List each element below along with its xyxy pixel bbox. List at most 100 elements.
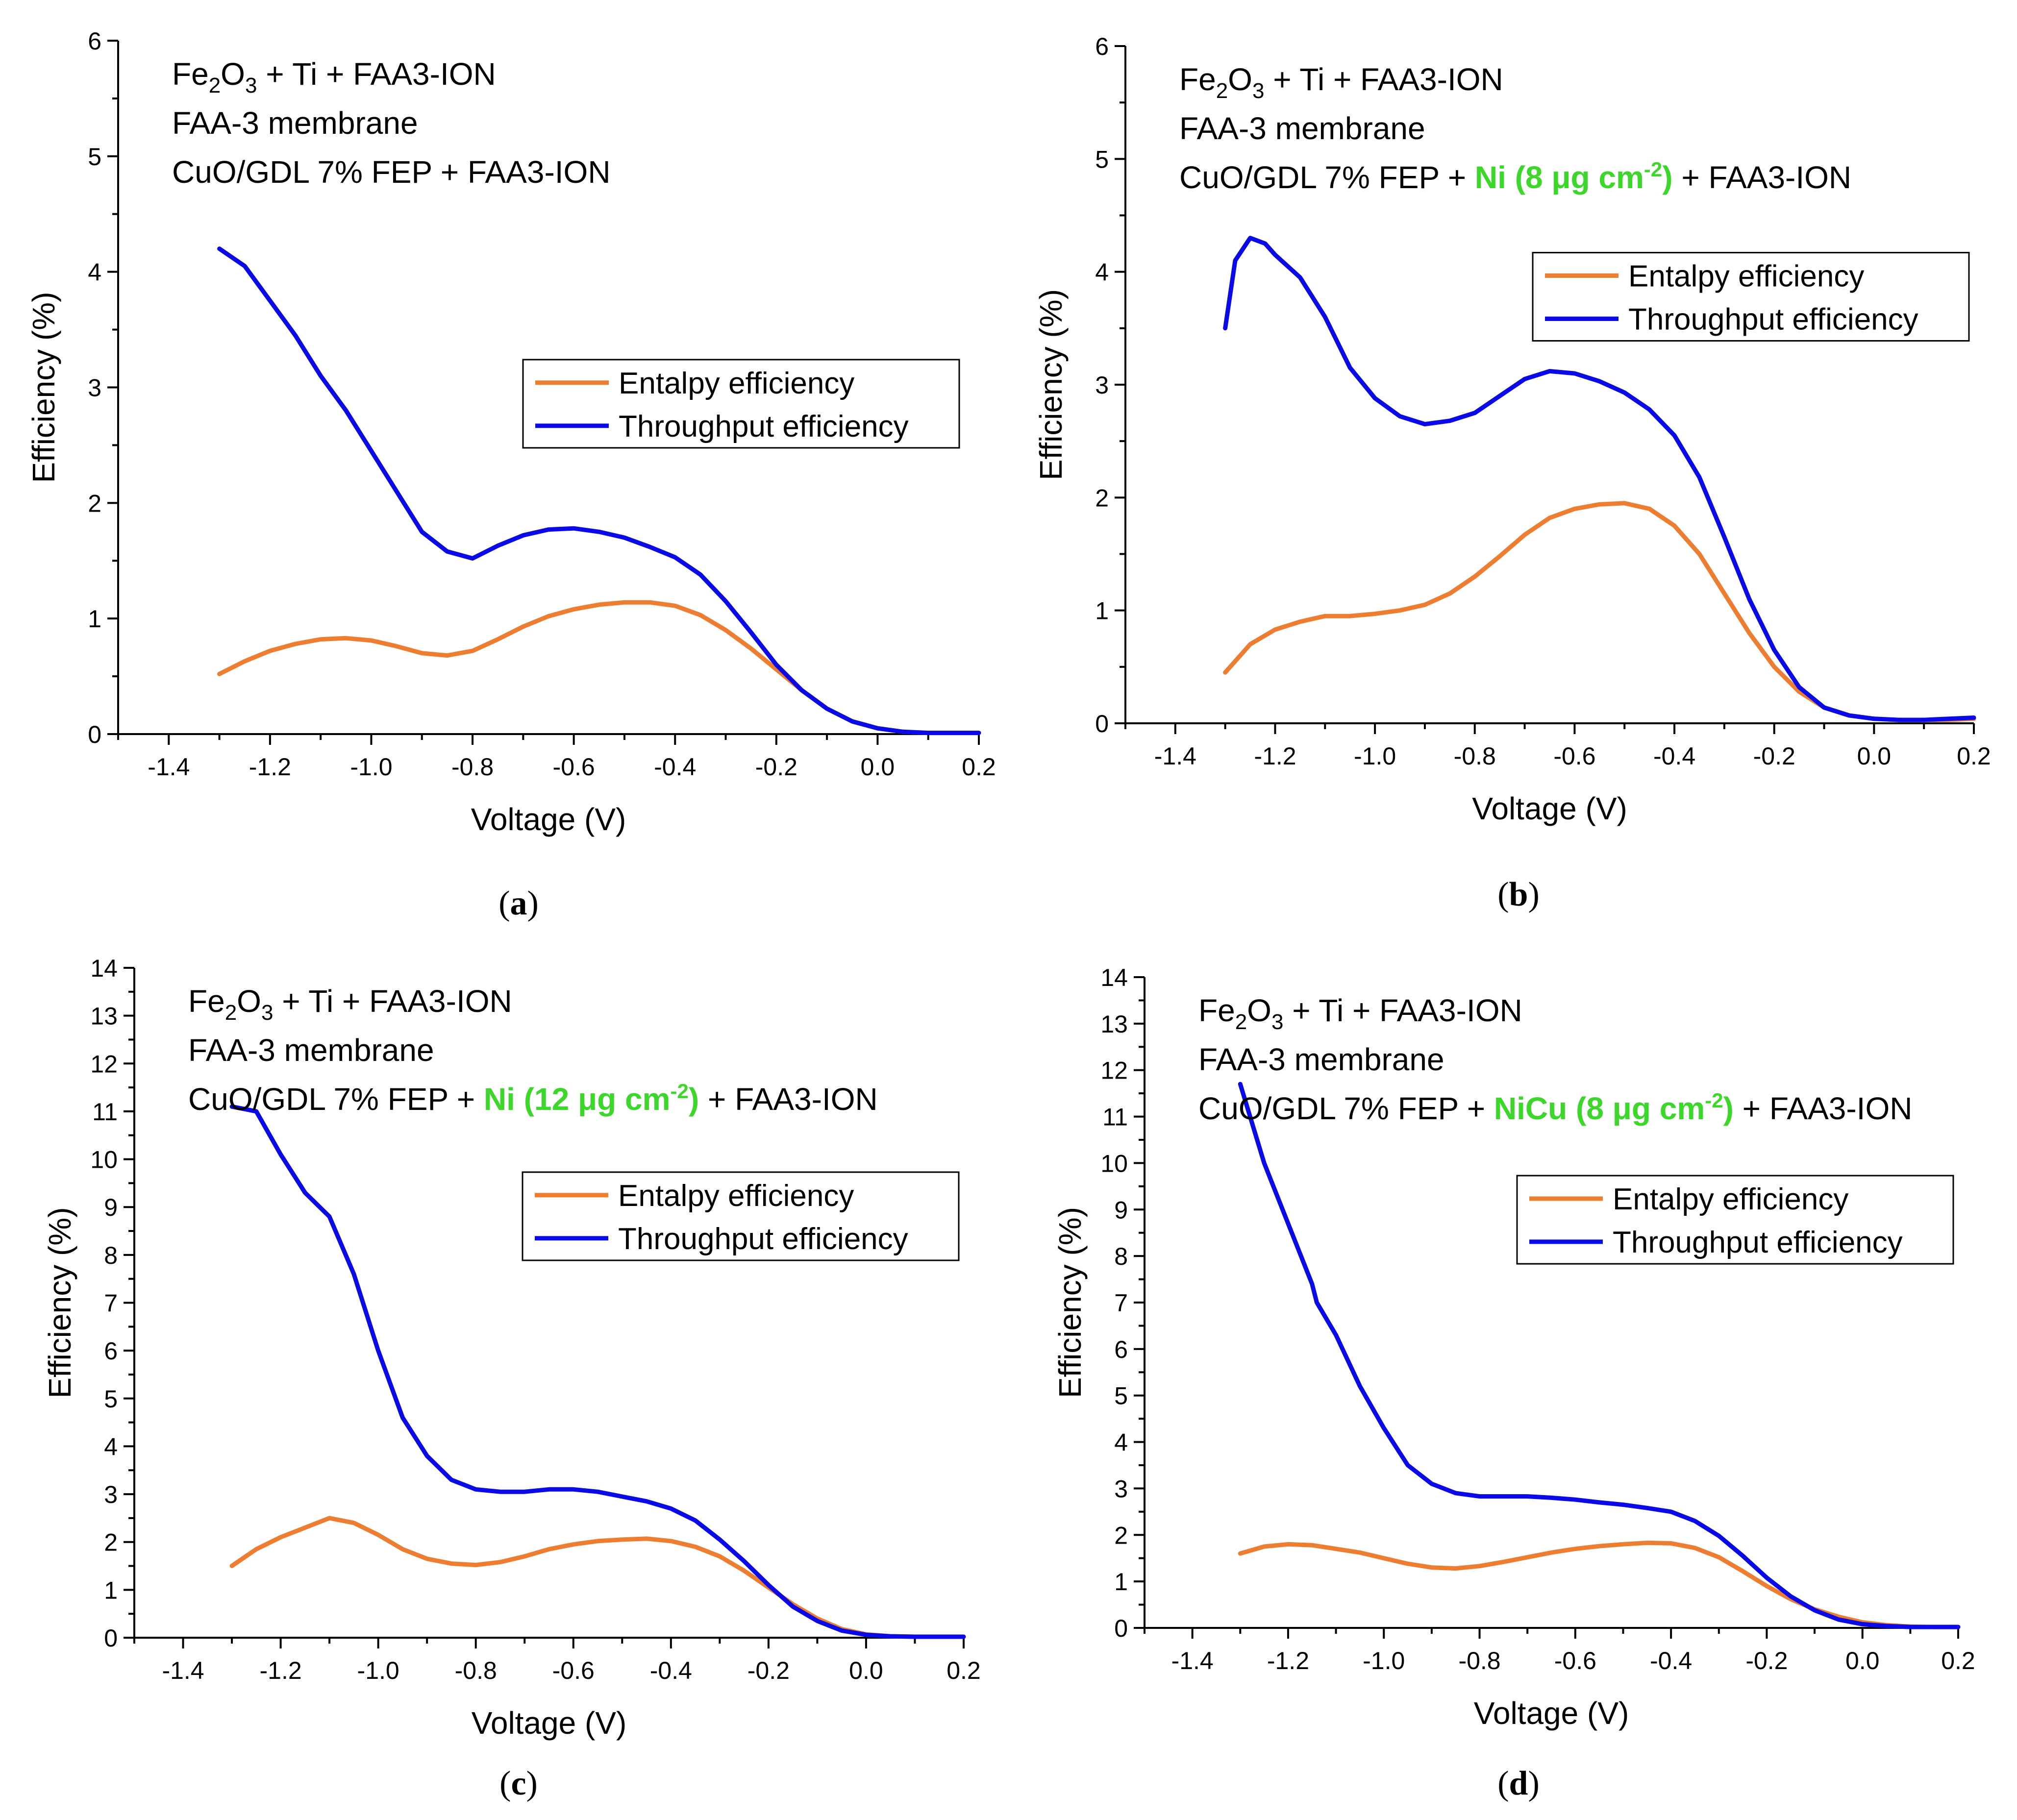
panel-caption: (a) bbox=[498, 885, 539, 922]
annotation-line-1: Fe2O3 + Ti + FAA3-ION bbox=[188, 984, 512, 1025]
x-tick-label: 0.2 bbox=[946, 1657, 981, 1684]
x-tick-label: -1.2 bbox=[1267, 1647, 1309, 1674]
panel-caption-letter: c bbox=[511, 1765, 526, 1802]
annotation-sub-3: 3 bbox=[261, 1001, 273, 1025]
y-tick-label: 1 bbox=[88, 605, 101, 633]
throughput-efficiency-line bbox=[1238, 1082, 1961, 1629]
y-axis-title: Efficiency (%) bbox=[1033, 289, 1069, 480]
y-tick-label: 13 bbox=[1100, 1010, 1128, 1038]
y-tick-label: 2 bbox=[104, 1529, 118, 1556]
x-tick-label: 0.0 bbox=[849, 1657, 883, 1684]
y-tick-label: 2 bbox=[1095, 484, 1109, 512]
x-tick-label: -1.4 bbox=[162, 1657, 204, 1684]
legend-label-throughput: Throughput efficiency bbox=[618, 1222, 908, 1256]
x-tick-label: 0.0 bbox=[1857, 742, 1892, 770]
annotation-rest: + Ti + FAA3-ION bbox=[1264, 62, 1503, 97]
y-tick-label: 5 bbox=[1095, 146, 1109, 173]
y-tick-label: 10 bbox=[90, 1146, 118, 1174]
x-tick-label: -0.4 bbox=[1653, 742, 1695, 770]
y-tick-label: 3 bbox=[1114, 1475, 1128, 1502]
y-tick-label: 11 bbox=[92, 1098, 118, 1126]
catalyst-highlight-close: ) bbox=[1662, 160, 1672, 195]
entalpy-efficiency-line bbox=[229, 1516, 966, 1639]
legend-box bbox=[1516, 1175, 1954, 1265]
panel-caption: (b) bbox=[1497, 876, 1540, 913]
x-tick-label: -0.8 bbox=[451, 753, 494, 781]
entalpy-efficiency-line bbox=[1238, 1540, 1961, 1629]
panel-caption-close: ) bbox=[1528, 876, 1539, 913]
y-tick-label: 0 bbox=[1114, 1615, 1128, 1642]
y-tick-label: 4 bbox=[1114, 1429, 1128, 1456]
x-tick-label: -0.6 bbox=[1553, 742, 1595, 770]
legend-label-entalpy: Entalpy efficiency bbox=[1628, 260, 1864, 294]
panel-caption-open: ( bbox=[1497, 1765, 1509, 1802]
y-tick-label: 0 bbox=[88, 721, 101, 748]
annotation-sub-2: 2 bbox=[225, 1001, 237, 1025]
x-tick-label: -1.0 bbox=[1363, 1647, 1405, 1674]
panel-caption-letter: b bbox=[1509, 876, 1528, 913]
catalyst-highlight: Ni (8 μg cm bbox=[1475, 160, 1644, 195]
annotation-sub-3: 3 bbox=[245, 74, 257, 98]
legend: Entalpy efficiency Throughput efficiency bbox=[522, 1171, 960, 1261]
annotation-line-3-suffix: + FAA3-ION bbox=[699, 1082, 878, 1117]
y-tick-label: 4 bbox=[88, 259, 101, 286]
throughput-efficiency-line bbox=[217, 246, 981, 736]
y-tick-label: 12 bbox=[1100, 1057, 1128, 1084]
y-tick-label: 6 bbox=[1114, 1336, 1128, 1363]
annotation-line-3: CuO/GDL 7% FEP + Ni (8 μg cm-2) + FAA3-I… bbox=[1179, 158, 1851, 195]
legend: Entalpy efficiency Throughput efficiency bbox=[522, 359, 960, 449]
chart-panel-a: -1.4 -1.2 -1.0 -0.8 -0.6 -0.4 -0.2 0.0 0.2012345… bbox=[26, 27, 996, 922]
annotation-o: O bbox=[1247, 993, 1271, 1028]
annotation-line-3: CuO/GDL 7% FEP + Ni (12 μg cm-2) + FAA3-… bbox=[188, 1080, 878, 1117]
y-axis-title: Efficiency (%) bbox=[1052, 1207, 1088, 1398]
y-tick-label: 3 bbox=[1095, 371, 1109, 399]
x-tick-label: -0.6 bbox=[553, 753, 595, 781]
annotation-sub-2: 2 bbox=[1235, 1010, 1247, 1034]
catalyst-highlight: Ni (12 μg cm bbox=[484, 1082, 671, 1117]
y-tick-label: 10 bbox=[1100, 1150, 1128, 1177]
legend-label-entalpy: Entalpy efficiency bbox=[1613, 1182, 1848, 1216]
y-tick-label: 14 bbox=[1100, 964, 1128, 991]
y-tick-label: 5 bbox=[1114, 1382, 1128, 1410]
chart-panel-c: -1.4 -1.2 -1.0 -0.8 -0.6 -0.4 -0.2 0.0 0.2012345… bbox=[42, 955, 981, 1802]
x-tick-label: -0.2 bbox=[1753, 742, 1795, 770]
y-tick-label: 7 bbox=[1114, 1289, 1128, 1317]
legend: Entalpy efficiency Throughput efficiency bbox=[1516, 1175, 1954, 1265]
panel-caption-open: ( bbox=[499, 1765, 511, 1802]
annotation-line-3-prefix: CuO/GDL 7% FEP + bbox=[1179, 160, 1475, 195]
annotation-rest: + Ti + FAA3-ION bbox=[1283, 993, 1522, 1028]
annotation-line-1: Fe2O3 + Ti + FAA3-ION bbox=[172, 56, 496, 98]
catalyst-highlight-close: ) bbox=[689, 1082, 699, 1117]
x-tick-label: 0.2 bbox=[1941, 1647, 1975, 1674]
annotation-fe: Fe bbox=[1179, 62, 1216, 97]
annotation-sub-3: 3 bbox=[1252, 79, 1264, 103]
y-tick-label: 6 bbox=[1095, 33, 1109, 60]
panel-caption-close: ) bbox=[1528, 1765, 1539, 1802]
y-tick-label: 14 bbox=[90, 955, 118, 982]
chart-panel-b: -1.4 -1.2 -1.0 -0.8 -0.6 -0.4 -0.2 0.0 0.2012345… bbox=[1033, 33, 1991, 913]
y-axis-title: Efficiency (%) bbox=[26, 292, 61, 483]
annotation-line-2: FAA-3 membrane bbox=[1179, 111, 1425, 146]
panel-caption-close: ) bbox=[527, 885, 539, 922]
y-tick-label: 11 bbox=[1102, 1104, 1128, 1131]
x-tick-label: 0.2 bbox=[962, 753, 996, 781]
x-axis-title: Voltage (V) bbox=[1474, 1696, 1629, 1731]
throughput-efficiency-line bbox=[229, 1104, 966, 1639]
y-tick-label: 6 bbox=[88, 27, 101, 55]
panel-caption-letter: a bbox=[510, 885, 527, 922]
annotation-line-1: Fe2O3 + Ti + FAA3-ION bbox=[1179, 62, 1503, 103]
y-tick-label: 6 bbox=[104, 1337, 118, 1365]
catalyst-highlight-exponent: -2 bbox=[1705, 1089, 1723, 1112]
x-tick-label: 0.2 bbox=[1957, 742, 1991, 770]
annotation-line-3-suffix: + FAA3-ION bbox=[1734, 1091, 1913, 1126]
x-tick-label: -1.0 bbox=[357, 1657, 399, 1684]
y-tick-label: 2 bbox=[88, 490, 101, 517]
x-tick-label: -0.2 bbox=[747, 1657, 790, 1684]
annotation-sub-2: 2 bbox=[1216, 79, 1228, 103]
chart-panel-d: -1.4 -1.2 -1.0 -0.8 -0.6 -0.4 -0.2 0.0 0.2012345… bbox=[1052, 964, 1975, 1802]
panel-caption-open: ( bbox=[1497, 876, 1509, 913]
y-tick-label: 1 bbox=[1095, 597, 1109, 625]
catalyst-highlight-exponent: -2 bbox=[1644, 158, 1662, 181]
catalyst-highlight-close: ) bbox=[1723, 1091, 1734, 1126]
legend-label-entalpy: Entalpy efficiency bbox=[619, 367, 854, 400]
